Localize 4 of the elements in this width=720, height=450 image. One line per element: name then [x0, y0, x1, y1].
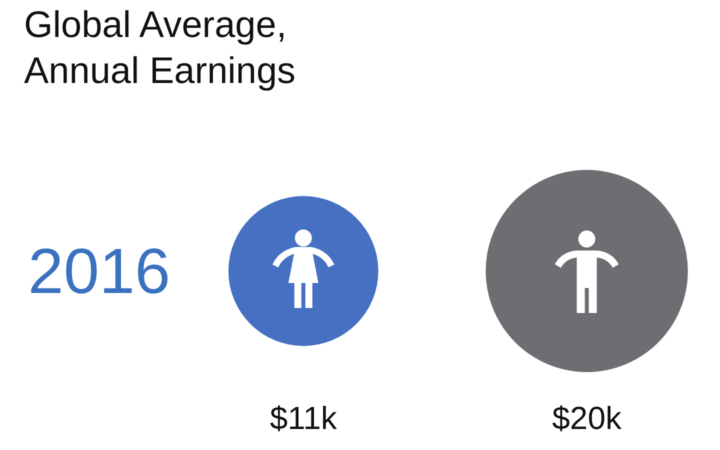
text: 2016: [28, 235, 170, 307]
data-label: $11k: [270, 400, 338, 436]
data-label: $20k: [552, 400, 622, 436]
text: Global Average, Annual Earnings: [24, 3, 297, 93]
